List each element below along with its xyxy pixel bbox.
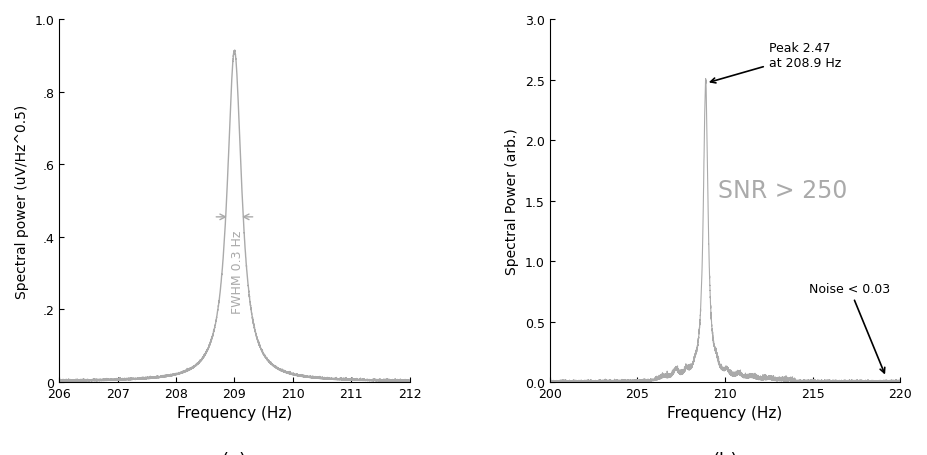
Text: (a): (a) xyxy=(222,451,247,455)
Text: Peak 2.47
at 208.9 Hz: Peak 2.47 at 208.9 Hz xyxy=(710,42,841,84)
Text: FWHM 0.3 Hz: FWHM 0.3 Hz xyxy=(232,230,245,313)
Y-axis label: Spectral Power (arb.): Spectral Power (arb.) xyxy=(505,128,519,274)
Text: Noise < 0.03: Noise < 0.03 xyxy=(809,282,890,373)
X-axis label: Frequency (Hz): Frequency (Hz) xyxy=(667,405,782,420)
Text: SNR > 250: SNR > 250 xyxy=(717,178,847,202)
Text: (b): (b) xyxy=(712,451,738,455)
Y-axis label: Spectral power (uV/Hz^0.5): Spectral power (uV/Hz^0.5) xyxy=(15,104,29,298)
X-axis label: Frequency (Hz): Frequency (Hz) xyxy=(177,405,292,420)
